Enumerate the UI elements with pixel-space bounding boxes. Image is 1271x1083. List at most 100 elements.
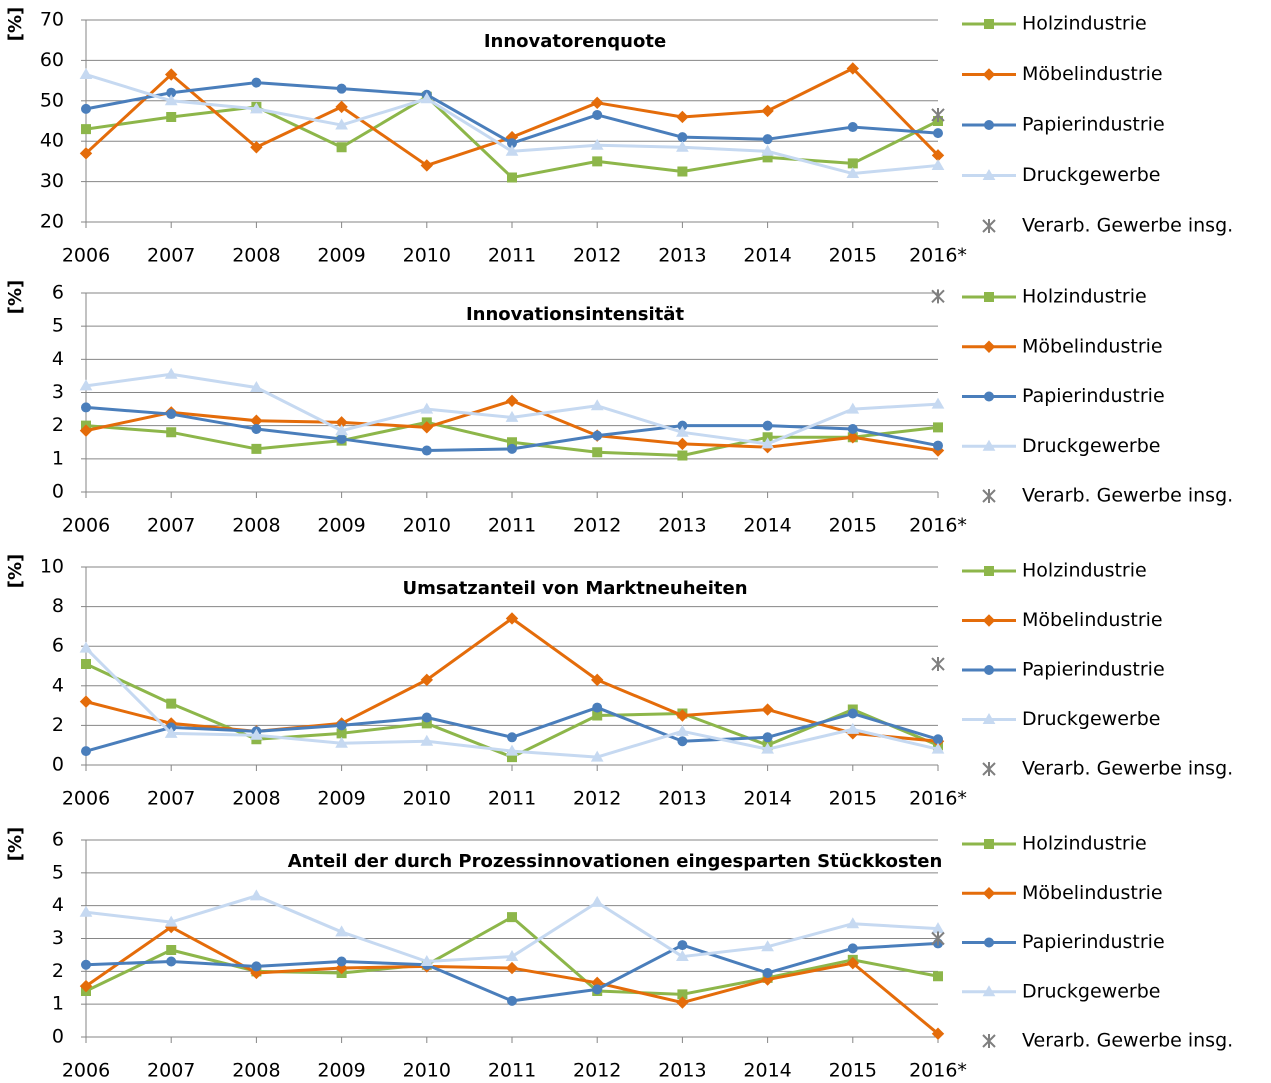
x-tick-label: 2006: [62, 245, 110, 267]
x-tick-label: 2012: [573, 1060, 621, 1082]
y-tick-label: 4: [52, 348, 64, 370]
data-point: [592, 109, 603, 120]
legend-marker: [982, 713, 996, 724]
data-point: [506, 443, 518, 454]
data-point: [166, 698, 177, 709]
legend-marker: [982, 340, 996, 353]
legend-label: Druckgewerbe: [1022, 164, 1160, 186]
y-tick-label: 40: [40, 130, 64, 152]
x-tick-label: 2016*: [909, 788, 967, 810]
data-point: [250, 889, 263, 901]
legend-label: Holzindustrie: [1022, 286, 1147, 308]
data-point: [932, 440, 944, 451]
x-tick-label: 2006: [62, 1060, 110, 1082]
data-point: [250, 381, 263, 393]
legend-marker: [984, 19, 994, 29]
x-tick-label: 2010: [403, 245, 451, 267]
data-point: [592, 984, 603, 995]
legend-label: Möbelindustrie: [1022, 335, 1163, 357]
data-point: [79, 68, 93, 80]
legend-label: Druckgewerbe: [1022, 980, 1160, 1002]
data-point: [761, 104, 774, 118]
data-point: [590, 750, 604, 762]
x-tick-label: 2009: [317, 1060, 365, 1082]
data-point: [506, 732, 518, 743]
legend-label: Verarb. Gewerbe insg.: [1022, 215, 1233, 237]
data-point: [761, 703, 774, 716]
legend-label: Verarb. Gewerbe insg.: [1022, 1030, 1233, 1052]
x-tick-label: 2013: [658, 1060, 706, 1082]
x-tick-label: 2012: [573, 788, 621, 810]
data-point: [761, 144, 774, 156]
legend-label: Holzindustrie: [1022, 833, 1147, 855]
data-point: [846, 917, 860, 929]
x-tick-label: 2013: [658, 245, 706, 267]
data-point: [762, 732, 773, 743]
data-point: [676, 140, 689, 152]
data-point: [79, 424, 93, 437]
data-point: [676, 724, 689, 736]
data-point: [677, 420, 688, 431]
data-point: [847, 943, 858, 954]
x-tick-label: 2009: [317, 788, 365, 810]
data-point: [592, 156, 603, 167]
data-point: [932, 734, 944, 745]
data-point: [677, 450, 688, 461]
x-tick-label: 2016*: [909, 1060, 967, 1082]
data-point: [505, 410, 519, 422]
data-point: [336, 83, 347, 94]
data-point: [505, 394, 519, 407]
data-point: [932, 128, 944, 139]
y-axis-label: [%]: [5, 554, 26, 589]
x-tick-label: 2015: [829, 788, 877, 810]
data-point: [592, 447, 603, 458]
data-point: [592, 702, 603, 713]
data-point: [677, 166, 688, 177]
line-chart: 0 2 4 6 8 10 [%] 2006 2007 2008 2009 2010 2011 2012 20…: [5, 554, 1233, 810]
x-tick-label: 2015: [829, 1060, 877, 1082]
data-point: [931, 931, 945, 946]
data-point: [79, 979, 93, 993]
legend-marker: [982, 614, 996, 627]
data-point: [677, 989, 688, 1000]
legend-marker: [982, 887, 996, 900]
data-point: [421, 712, 432, 723]
data-point: [79, 641, 93, 653]
y-axis-label: [%]: [5, 280, 26, 315]
data-point: [79, 695, 93, 708]
series-line: [85, 372, 939, 446]
data-point: [847, 158, 858, 169]
line-chart: 20 30 40 50 60 70 [%] 2006 2007 2008 2009 2010 2011 2…: [5, 7, 1233, 267]
data-point: [420, 421, 434, 434]
chart-title: Anteil der durch Prozessinnovationen ein…: [288, 851, 943, 872]
data-point: [166, 944, 177, 955]
legend-marker: [982, 762, 996, 776]
legend-marker: [984, 839, 994, 849]
data-point: [933, 971, 943, 982]
data-point: [677, 940, 688, 951]
data-point: [677, 132, 688, 143]
legend-marker: [984, 292, 994, 302]
series-line: [85, 706, 939, 753]
data-point: [846, 956, 860, 970]
legend-label: Druckgewerbe: [1022, 708, 1160, 730]
data-point: [164, 367, 178, 379]
data-point: [847, 708, 858, 719]
y-tick-label: 20: [40, 211, 64, 233]
data-point: [79, 379, 93, 391]
x-tick-label: 2008: [232, 245, 280, 267]
legend-label: Verarb. Gewerbe insg.: [1022, 758, 1233, 780]
x-tick-label: 2014: [743, 1060, 791, 1082]
data-point: [164, 68, 178, 81]
x-tick-label: 2010: [403, 1060, 451, 1082]
y-tick-label: 70: [40, 9, 64, 31]
y-tick-label: 6: [52, 635, 64, 657]
legend-label: Papierindustrie: [1022, 114, 1165, 136]
x-tick-label: 2011: [488, 245, 536, 267]
y-tick-label: 1: [52, 993, 64, 1015]
legend-marker: [982, 219, 996, 233]
data-point: [676, 437, 689, 451]
legend-label: Verarb. Gewerbe insg.: [1022, 485, 1233, 507]
data-point: [166, 409, 177, 420]
